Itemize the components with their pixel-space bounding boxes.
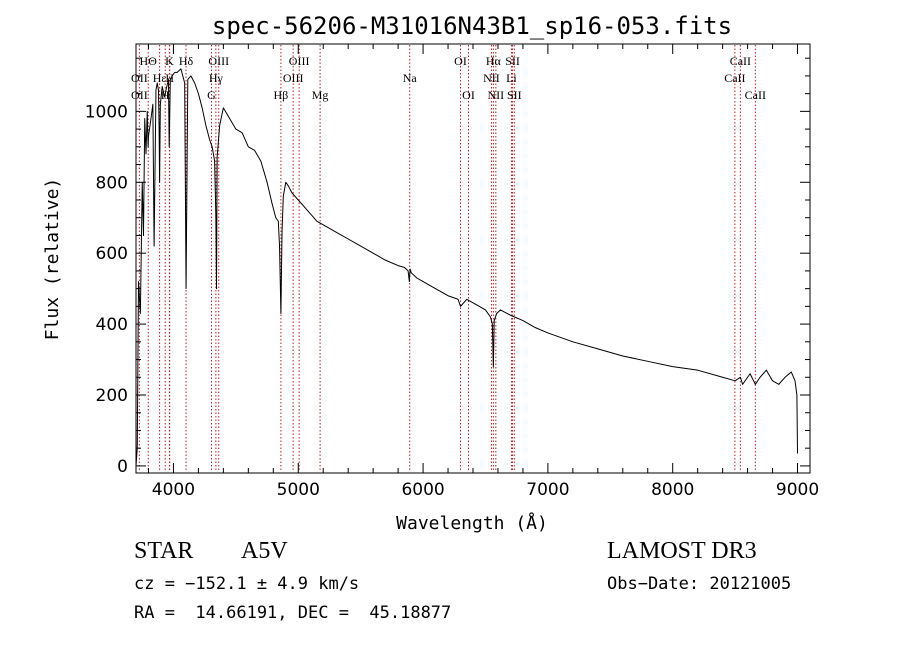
y-tick-label: 1000	[85, 102, 128, 122]
line-label: CaII	[730, 54, 751, 68]
object-subclass: A5V	[241, 538, 288, 564]
line-label: OIII	[208, 54, 229, 68]
observation-date: Obs−Date: 20121005	[607, 574, 792, 594]
line-label: CaII	[724, 71, 745, 85]
line-label: OIII	[283, 71, 304, 85]
object-type: STAR	[134, 538, 194, 564]
axis-tick-labels: 4000 5000 6000 7000 8000 9000 0 200 400 600 800 100…	[85, 102, 819, 500]
line-label: Na	[403, 71, 418, 85]
axis-ticks	[136, 44, 810, 473]
line-label: OI	[454, 54, 467, 68]
emission-line-markers	[138, 45, 756, 472]
line-label: Hδ	[179, 54, 194, 68]
line-label: OIII	[289, 54, 310, 68]
y-tick-label: 0	[117, 457, 128, 477]
x-tick-label: 5000	[277, 480, 320, 500]
survey-name: LAMOST DR3	[607, 538, 757, 564]
chart-title: spec-56206-M31016N43B1_sp16-053.fits	[212, 12, 732, 40]
line-label: Mg	[312, 88, 329, 102]
x-tick-label: 4000	[152, 480, 195, 500]
plot-frame	[135, 43, 811, 474]
line-label: SII	[505, 54, 520, 68]
line-label: OII	[131, 88, 148, 102]
spectrum-series-line	[135, 68, 799, 466]
line-label: Hα	[486, 54, 502, 68]
line-label: OI	[462, 88, 475, 102]
y-tick-label: 600	[96, 244, 128, 264]
line-label: CaII	[745, 88, 766, 102]
x-tick-label: 6000	[401, 480, 444, 500]
y-axis-label: Flux (relative)	[42, 178, 63, 341]
line-label: Hε	[153, 71, 167, 85]
line-label: Hβ	[274, 88, 289, 102]
redshift-cz: cz = −152.1 ± 4.9 km/s	[134, 574, 360, 594]
line-label: HΘ	[140, 54, 158, 68]
x-axis-label: Wavelength (Å)	[396, 512, 548, 534]
line-label: K	[165, 54, 174, 68]
line-label: NII	[483, 71, 500, 85]
emission-line-labels: HΘOIIOIIHεHKHHδHγGOIIIHβOIIIOIIIMgNaOIOI…	[131, 54, 766, 102]
line-label: OII	[131, 71, 148, 85]
x-tick-label: 9000	[776, 480, 819, 500]
line-label: G	[207, 88, 216, 102]
line-label: H	[165, 71, 174, 85]
line-label: NII	[488, 88, 505, 102]
x-tick-label: 8000	[651, 480, 694, 500]
y-tick-label: 200	[96, 386, 128, 406]
y-tick-label: 400	[96, 315, 128, 335]
line-label: Li	[506, 71, 517, 85]
line-label: SII	[507, 88, 522, 102]
coordinates: RA = 14.66191, DEC = 45.18877	[134, 603, 452, 623]
line-label: Hγ	[209, 71, 224, 85]
x-tick-label: 7000	[526, 480, 569, 500]
y-tick-label: 800	[96, 173, 128, 193]
